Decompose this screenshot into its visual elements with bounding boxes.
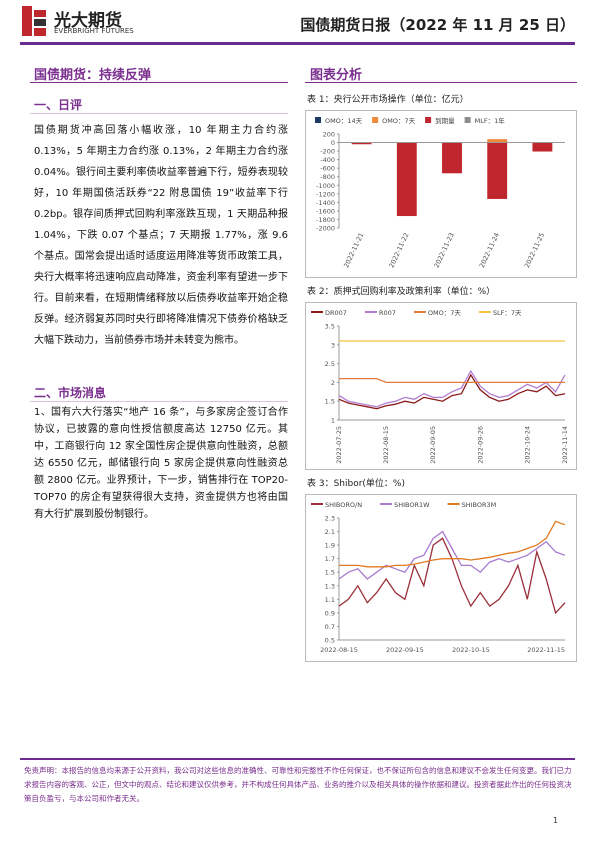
rule	[30, 113, 288, 114]
x-tick-label: 2022-08-15	[320, 646, 358, 654]
chart-frame	[305, 110, 577, 278]
y-tick-label: -1200	[316, 190, 335, 198]
header-rule	[20, 42, 575, 45]
legend-label: SHIBOR3M	[462, 501, 497, 509]
y-tick-label: 2	[331, 379, 335, 387]
y-tick-label: 1.7	[325, 555, 335, 563]
chart-title: 表 2：质押式回购利率及政策利率（单位：%）	[307, 285, 495, 297]
y-tick-label: 0.9	[325, 609, 335, 617]
legend-label: DR007	[325, 309, 347, 317]
legend-label: SHIBORO/N	[325, 501, 362, 509]
chart-title: 表 3：Shibor(单位：%)	[307, 477, 405, 489]
legend-label: OMO：14天	[325, 117, 363, 125]
paragraph: 国债期货冲高回落小幅收涨，10 年期主力合约涨 0.13%，5 年期主力合约涨 …	[34, 125, 288, 346]
bar	[532, 142, 553, 152]
logo-icon	[22, 6, 46, 36]
x-tick-label: 2022-07-25	[335, 426, 343, 464]
y-tick-label: 1.3	[325, 582, 335, 590]
legend-label: R007	[379, 309, 396, 317]
page-number: 1	[553, 816, 559, 825]
line	[338, 373, 566, 410]
chart: 表 1：央行公开市场操作（单位：亿元） OMO：14天 OMO：7天 到期量 MLF：1…	[305, 93, 577, 278]
legend-label: SLF：7天	[493, 309, 522, 317]
figures-heading: 图表分析	[310, 68, 363, 83]
rule	[30, 401, 288, 402]
x-tick-label: 2022-11-22	[387, 231, 410, 269]
line	[338, 530, 566, 580]
x-tick-label: 2022-11-14	[561, 426, 569, 464]
bar	[442, 142, 462, 174]
x-tick-label: 2022-09-15	[386, 646, 424, 654]
y-tick-label: -800	[320, 173, 335, 181]
legend-label: OMO：7天	[382, 117, 415, 125]
y-tick-label: 0.5	[325, 637, 335, 645]
y-tick-label: 200	[323, 131, 335, 139]
rule	[30, 82, 288, 83]
section-heading: 一、日评	[34, 98, 83, 112]
legend-swatch	[315, 117, 321, 123]
y-tick-label: 3	[331, 341, 335, 349]
report-title: 国债期货日报（2022 年 11 月 25 日）	[300, 16, 575, 34]
chart-frame	[305, 302, 577, 470]
bar	[351, 142, 372, 145]
chart: 表 2：质押式回购利率及政策利率（单位：%） DR007 R007 OMO：7天 SLF…	[305, 285, 577, 470]
x-tick-label: 2022-11-15	[527, 646, 565, 654]
x-tick-label: 2022-10-24	[523, 426, 531, 464]
chart-frame	[305, 494, 577, 662]
y-tick-label: 1.1	[325, 596, 335, 604]
bar	[487, 139, 508, 143]
legend-label: MLF：1年	[475, 116, 506, 125]
x-tick-label: 2022-11-23	[433, 231, 456, 269]
y-tick-label: -400	[320, 156, 335, 164]
legend-swatch	[372, 117, 379, 123]
legend-label: SHIBOR1W	[394, 501, 430, 509]
bar	[487, 142, 508, 199]
rule	[305, 82, 577, 83]
y-tick-label: 1.5	[325, 569, 335, 577]
x-tick-label: 2022-11-21	[342, 231, 365, 269]
y-tick-label: -1800	[316, 216, 335, 224]
y-tick-label: 1.5	[325, 398, 335, 406]
y-tick-label: 2.5	[325, 360, 335, 368]
x-tick-label: 2022-11-25	[523, 231, 546, 269]
logo-en: EVERBRIGHT FUTURES	[54, 27, 134, 35]
y-tick-label: -200	[320, 148, 335, 156]
line	[338, 369, 566, 408]
legend-swatch	[464, 117, 471, 123]
legend-swatch	[425, 117, 432, 123]
y-tick-label: 0	[331, 139, 335, 147]
logo-cn: 光大期货	[54, 11, 122, 31]
x-tick-label: 2022-11-24	[478, 231, 501, 269]
x-tick-label: 2022-09-05	[429, 426, 437, 464]
line	[339, 377, 565, 384]
footer-rule	[20, 758, 575, 760]
y-tick-label: 1	[331, 417, 335, 425]
bar	[396, 142, 417, 217]
paragraph: 1、国有六大行落实“地产 16 条”，与多家房企签订合作协议，已披露的意向性授信…	[34, 407, 288, 520]
y-tick-label: 3.5	[325, 323, 335, 331]
legend-label: 到期量	[435, 117, 455, 125]
y-tick-label: 2.3	[325, 515, 335, 523]
y-tick-label: -1600	[316, 207, 335, 215]
article-title: 国债期货：持续反弹	[34, 68, 152, 83]
line	[339, 520, 566, 568]
y-tick-label: -1400	[316, 199, 335, 207]
y-tick-label: -600	[320, 165, 335, 173]
x-tick-label: 2022-09-26	[476, 426, 484, 464]
y-tick-label: 1.9	[325, 542, 335, 550]
disclaimer: 免责声明：本报告的信息均来源于公开资料，我公司对这些信息的准确性、可靠性和完整性…	[24, 766, 572, 803]
chart: 表 3：Shibor(单位：%) SHIBORO/N SHIBOR1W SHIBOR3…	[305, 477, 577, 662]
legend-label: OMO：7天	[428, 309, 461, 317]
y-tick-label: 2.1	[325, 528, 335, 536]
chart-title: 表 1：央行公开市场操作（单位：亿元）	[307, 93, 469, 105]
x-tick-label: 2022-10-15	[452, 646, 490, 654]
y-tick-label: 0.7	[325, 623, 335, 631]
x-tick-label: 2022-08-15	[382, 426, 390, 464]
y-tick-label: -2000	[316, 225, 335, 233]
y-tick-label: -1000	[316, 182, 335, 190]
section-heading: 二、市场消息	[34, 386, 107, 400]
